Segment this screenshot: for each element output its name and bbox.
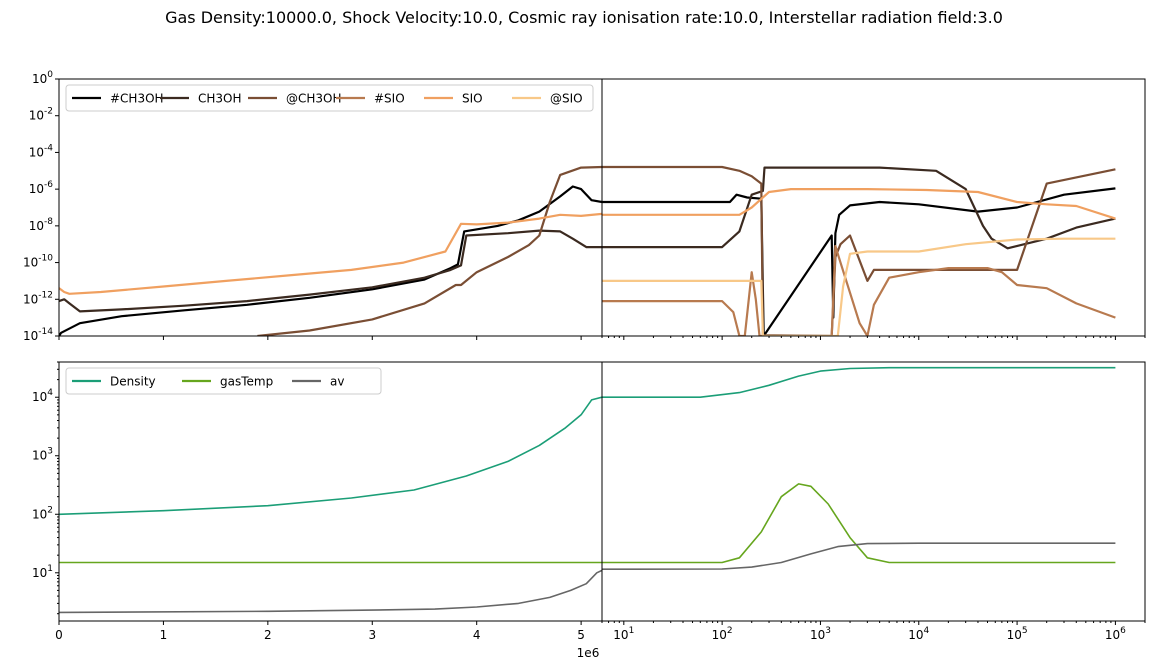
series-line-sio xyxy=(602,237,1116,336)
x-tick-label: 102 xyxy=(712,626,733,642)
legend-label: Density xyxy=(110,375,156,389)
axes-frame xyxy=(58,78,603,337)
y-tick-label: 10-8 xyxy=(29,217,54,233)
series-line-ch3oh xyxy=(602,187,1116,336)
series-line-density xyxy=(59,396,602,516)
panel-top-left: #CH3OH CH3OH @CH3OH #SIO SIO @SIO xyxy=(55,78,603,340)
legend-label: SIO xyxy=(462,92,483,106)
x-tick-label: 104 xyxy=(908,626,929,642)
panel-bottom-left: 0 1 2 3 4 5 1e6 Density gasTemp av xyxy=(55,361,603,660)
x-tick-label: 4 xyxy=(473,628,481,642)
y-tick-label: 104 xyxy=(32,388,53,404)
legend-label: #SIO xyxy=(374,92,405,106)
series-line-density xyxy=(602,366,1116,398)
panel-bottom-right xyxy=(601,361,1146,625)
y-tick-label: 10-10 xyxy=(23,254,53,270)
legend-box xyxy=(65,84,594,112)
x-tick-label: 101 xyxy=(613,626,634,642)
series-line-ch3oh xyxy=(602,166,1116,250)
y-tick-label: 102 xyxy=(32,505,53,521)
x-tick-label: 5 xyxy=(577,628,585,642)
series-line-ch3oh xyxy=(257,165,602,336)
axes-frame xyxy=(58,361,603,622)
x-offset-label: 1e6 xyxy=(577,646,600,660)
y-tick-label: 10-4 xyxy=(29,143,54,159)
y-tick-label: 10-12 xyxy=(23,290,53,306)
series-line-av xyxy=(59,569,602,614)
legend-box xyxy=(65,367,382,395)
x-tick-label: 103 xyxy=(810,626,831,642)
y-tick-label: 10-6 xyxy=(29,180,54,196)
series-line-av xyxy=(602,542,1116,570)
x-tick-label: 3 xyxy=(368,628,376,642)
y-tick-label: 100 xyxy=(32,70,53,86)
axes-frame xyxy=(601,78,1146,337)
legend-label: @CH3OH xyxy=(286,92,342,106)
legend: Density gasTemp av xyxy=(65,367,382,395)
panel-top-right xyxy=(601,78,1146,340)
legend-label: #CH3OH xyxy=(110,92,164,106)
legend-label: gasTemp xyxy=(220,375,273,389)
y-tick-label: 10-14 xyxy=(23,327,53,343)
series-line-sio xyxy=(602,188,1116,220)
series-line-sio xyxy=(59,212,602,295)
series-line-ch3oh xyxy=(602,165,1116,336)
legend: #CH3OH CH3OH @CH3OH #SIO SIO @SIO xyxy=(65,84,594,112)
x-tick-label: 105 xyxy=(1007,626,1028,642)
x-tick-label: 106 xyxy=(1105,626,1126,642)
x-tick-label: 2 xyxy=(264,628,272,642)
axes-frame xyxy=(601,361,1146,622)
figure-suptitle: Gas Density:10000.0, Shock Velocity:10.0… xyxy=(165,8,1003,27)
x-tick-label: 0 xyxy=(55,628,63,642)
series-line-sio xyxy=(602,244,1116,336)
legend-label: av xyxy=(330,375,344,389)
x-tick-label: 1 xyxy=(160,628,168,642)
legend-label: CH3OH xyxy=(198,92,242,106)
series-line-gastemp xyxy=(602,483,1116,564)
y-tick-label: 10-2 xyxy=(29,107,53,123)
y-tick-label: 101 xyxy=(32,564,53,580)
y-tick-label: 103 xyxy=(32,447,53,463)
panels: #CH3OH CH3OH @CH3OH #SIO SIO @SIO 100 10-2 10-4 1… xyxy=(23,70,1146,660)
legend-label: @SIO xyxy=(550,92,583,106)
series-line-ch3oh xyxy=(59,229,602,313)
series-line-ch3oh xyxy=(59,185,602,336)
